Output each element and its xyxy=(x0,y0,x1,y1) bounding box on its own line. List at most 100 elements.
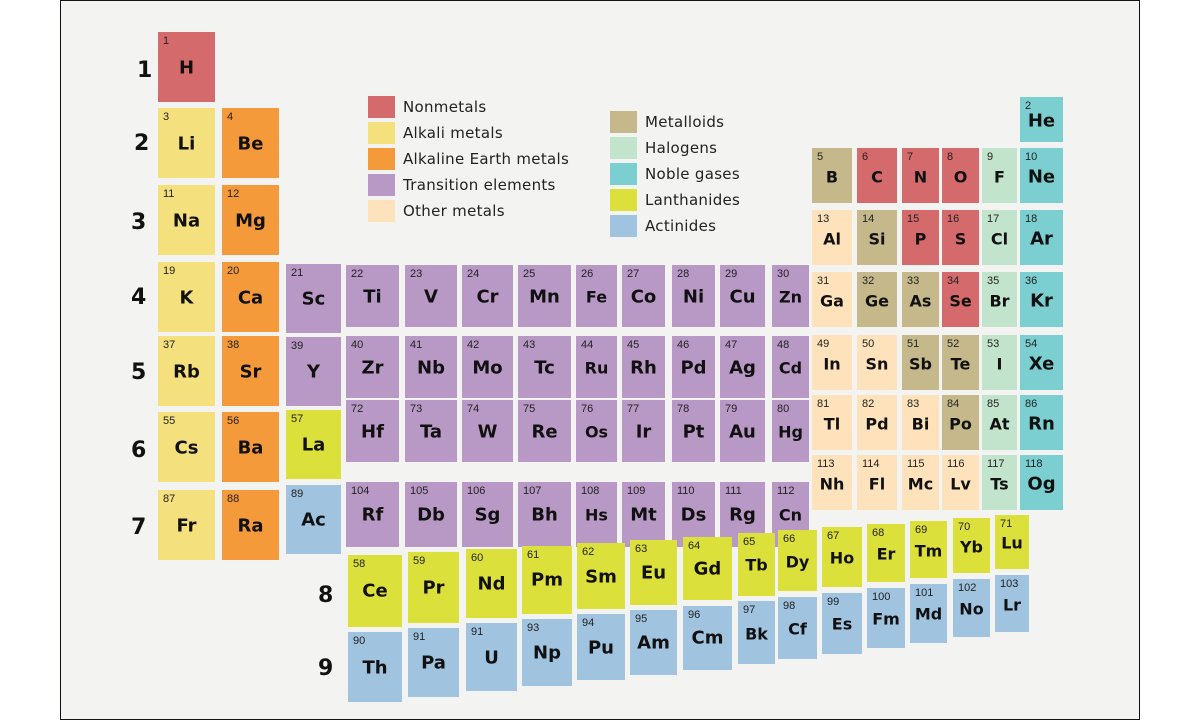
element-symbol: Rg xyxy=(729,504,756,526)
element-cell-ar: 18 Ar xyxy=(1020,210,1063,265)
element-cell-hs: 108 Hs xyxy=(576,482,617,547)
element-cell-nd: 60 Nd xyxy=(466,548,517,619)
atomic-number: 75 xyxy=(523,403,536,415)
atomic-number: 43 xyxy=(523,339,536,351)
atomic-number: 85 xyxy=(987,398,1000,410)
atomic-number: 74 xyxy=(467,403,480,415)
element-symbol: Y xyxy=(306,361,321,383)
atomic-number: 88 xyxy=(227,493,240,505)
element-symbol: Cr xyxy=(476,286,499,308)
atomic-number: 115 xyxy=(907,458,925,470)
atomic-number: 59 xyxy=(413,554,426,567)
legend-swatch xyxy=(610,189,637,211)
legend-item-actinide: Actinides xyxy=(610,215,740,237)
atomic-number: 48 xyxy=(777,339,790,351)
atomic-number: 13 xyxy=(817,213,830,225)
element-symbol: Og xyxy=(1027,473,1056,495)
atomic-number: 61 xyxy=(527,548,540,561)
element-symbol: Po xyxy=(949,414,972,434)
atomic-number: 106 xyxy=(467,485,486,497)
element-cell-rb: 37 Rb xyxy=(158,336,215,406)
legend-swatch xyxy=(368,174,395,196)
element-cell-og: 118 Og xyxy=(1020,455,1063,510)
atomic-number: 114 xyxy=(862,458,880,470)
element-symbol: Ar xyxy=(1030,228,1053,250)
atomic-number: 57 xyxy=(291,413,304,425)
period-label-5: 5 xyxy=(131,360,147,385)
element-cell-kr: 36 Kr xyxy=(1020,272,1063,327)
legend-right: Metalloids Halogens Noble gases Lanthanides… xyxy=(610,111,740,237)
legend-item-nonmetal: Nonmetals xyxy=(368,96,569,118)
element-symbol: S xyxy=(954,229,967,249)
element-cell-eu: 63 Eu xyxy=(630,539,677,605)
period-label-2: 2 xyxy=(134,131,150,156)
atomic-number: 9 xyxy=(987,151,994,163)
legend-label: Actinides xyxy=(645,217,717,235)
atomic-number: 41 xyxy=(410,339,423,351)
element-symbol: Re xyxy=(531,421,558,443)
atomic-number: 11 xyxy=(163,188,175,200)
element-cell-tb: 65 Tb xyxy=(738,533,775,596)
legend-swatch xyxy=(368,122,395,144)
element-symbol: Bk xyxy=(745,623,768,643)
period-label-4: 4 xyxy=(131,285,147,310)
element-symbol: H xyxy=(178,57,195,79)
element-symbol: N xyxy=(913,167,928,187)
legend-label: Lanthanides xyxy=(645,191,741,209)
element-cell-w: 74 W xyxy=(462,400,513,462)
atomic-number: 83 xyxy=(907,398,920,410)
element-cell-k: 19 K xyxy=(158,262,215,332)
period-label-6: 6 xyxy=(131,438,147,463)
element-symbol: Se xyxy=(949,291,972,311)
element-cell-as: 33 As xyxy=(902,272,939,327)
legend-label: Halogens xyxy=(645,139,718,157)
element-cell-pd: 46 Pd xyxy=(672,336,715,398)
element-symbol: Zr xyxy=(361,357,384,379)
atomic-number: 2 xyxy=(1025,100,1032,112)
element-cell-mn: 25 Mn xyxy=(518,265,571,327)
legend-swatch xyxy=(610,137,637,159)
element-cell-pu: 94 Pu xyxy=(577,614,625,681)
atomic-number: 91 xyxy=(413,630,426,643)
element-cell-ba: 56 Ba xyxy=(222,412,279,482)
element-symbol: Er xyxy=(876,544,896,564)
element-cell-ge: 32 Ge xyxy=(857,272,897,327)
legend-item-metalloid: Metalloids xyxy=(610,111,740,133)
element-cell-br: 35 Br xyxy=(982,272,1017,327)
legend-label: Alkaline Earth metals xyxy=(403,150,570,168)
atomic-number: 102 xyxy=(958,582,977,595)
element-symbol: Pt xyxy=(682,421,705,443)
element-symbol: Ru xyxy=(584,358,609,378)
atomic-number: 118 xyxy=(1025,458,1043,470)
element-symbol: Mg xyxy=(235,210,266,232)
element-cell-y: 39 Y xyxy=(286,337,341,406)
atomic-number: 22 xyxy=(351,268,364,280)
element-symbol: Db xyxy=(417,504,445,526)
atomic-number: 82 xyxy=(862,398,875,410)
element-cell-sc: 21 Sc xyxy=(286,264,341,333)
element-symbol: Kr xyxy=(1030,290,1053,312)
element-symbol: Tc xyxy=(534,357,555,379)
element-cell-yb: 70 Yb xyxy=(953,518,990,574)
element-symbol: Lr xyxy=(1002,594,1022,614)
atomic-number: 100 xyxy=(872,591,891,604)
atomic-number: 63 xyxy=(635,542,648,555)
element-cell-mc: 115 Mc xyxy=(902,455,939,510)
element-symbol: Ne xyxy=(1027,166,1056,188)
element-cell-la: 57 La xyxy=(286,410,341,479)
atomic-number: 1 xyxy=(163,35,170,47)
element-cell-tc: 43 Tc xyxy=(518,336,571,398)
element-symbol: K xyxy=(179,287,194,309)
element-cell-tm: 69 Tm xyxy=(910,521,947,578)
element-cell-ir: 77 Ir xyxy=(622,400,665,462)
element-symbol: Ti xyxy=(363,286,382,308)
element-symbol: W xyxy=(477,421,498,443)
atomic-number: 117 xyxy=(987,458,1005,470)
element-cell-mg: 12 Mg xyxy=(222,185,279,255)
element-cell-in: 49 In xyxy=(812,335,852,390)
atomic-number: 40 xyxy=(351,339,364,351)
element-cell-bh: 107 Bh xyxy=(518,482,571,547)
element-symbol: B xyxy=(825,167,839,187)
element-cell-lu: 71 Lu xyxy=(995,515,1029,569)
